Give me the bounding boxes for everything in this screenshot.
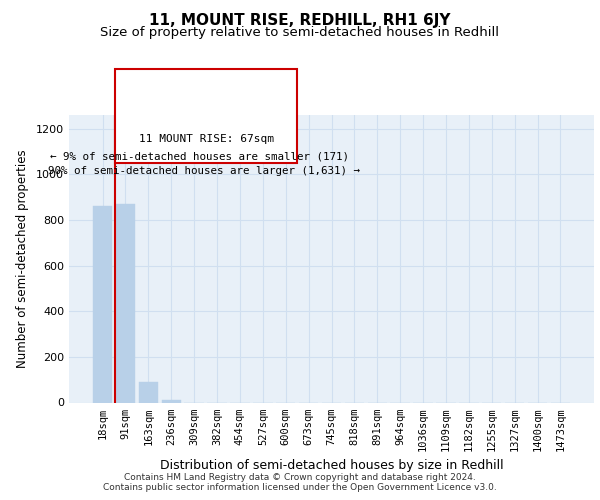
Y-axis label: Number of semi-detached properties: Number of semi-detached properties bbox=[16, 150, 29, 368]
Text: 11 MOUNT RISE: 67sqm: 11 MOUNT RISE: 67sqm bbox=[139, 134, 274, 144]
Text: ← 9% of semi-detached houses are smaller (171): ← 9% of semi-detached houses are smaller… bbox=[50, 151, 349, 161]
Text: Contains HM Land Registry data © Crown copyright and database right 2024.
Contai: Contains HM Land Registry data © Crown c… bbox=[103, 473, 497, 492]
Text: Size of property relative to semi-detached houses in Redhill: Size of property relative to semi-detach… bbox=[101, 26, 499, 39]
FancyBboxPatch shape bbox=[115, 70, 297, 163]
Text: 11, MOUNT RISE, REDHILL, RH1 6JY: 11, MOUNT RISE, REDHILL, RH1 6JY bbox=[149, 12, 451, 28]
Bar bbox=[116, 204, 135, 402]
Bar bbox=[161, 400, 181, 402]
Bar bbox=[93, 206, 112, 402]
X-axis label: Distribution of semi-detached houses by size in Redhill: Distribution of semi-detached houses by … bbox=[160, 460, 503, 472]
Text: 90% of semi-detached houses are larger (1,631) →: 90% of semi-detached houses are larger (… bbox=[48, 166, 360, 176]
Bar bbox=[139, 382, 158, 402]
